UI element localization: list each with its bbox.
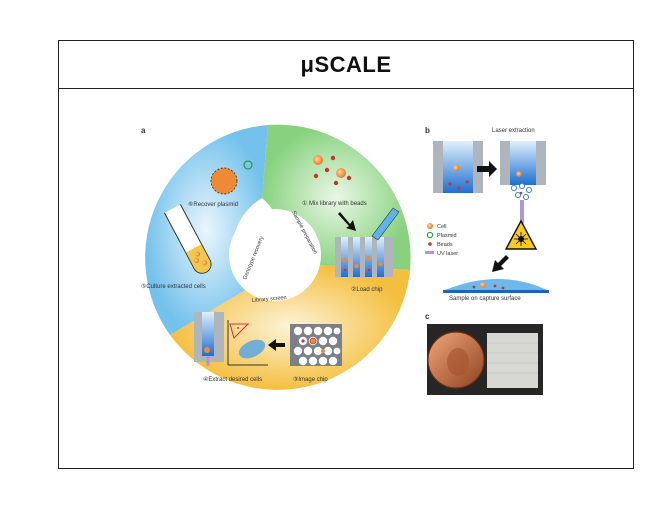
arrow-down-left	[492, 255, 509, 272]
legend-uv-swatch	[425, 251, 434, 254]
inner-hub	[229, 209, 321, 301]
step3-label: ③Image chip	[293, 376, 328, 383]
load-chip-graphic	[335, 207, 400, 277]
image-chip-graphic	[290, 324, 342, 366]
panel-b-letter: b	[425, 126, 430, 135]
legend: Cell Plasmid Beads UV laser	[425, 223, 458, 257]
legend-uv-laser: UV laser	[437, 251, 458, 257]
extract-channel-graphic	[194, 312, 224, 366]
chip-photo	[487, 333, 538, 388]
arrow-right	[477, 161, 497, 177]
channel-after	[500, 141, 546, 224]
laser-warning-icon	[504, 219, 538, 250]
laser-extraction-label: Laser extraction	[492, 128, 535, 134]
figure-title: μSCALE	[300, 51, 392, 77]
legend-plasmid: Plasmid	[437, 233, 457, 239]
legend-cell-swatch	[427, 223, 433, 229]
step1-label: ① Mix library with beads	[302, 200, 367, 207]
genotype-recovery-sector	[145, 125, 268, 335]
capture-surface-graphic	[443, 279, 549, 293]
mix-beads-graphic	[313, 155, 352, 186]
phase-library-screen: Library screen	[252, 295, 287, 304]
panel-c: c	[425, 312, 543, 395]
title-bar: μSCALE	[59, 41, 633, 89]
recover-plasmid-graphic	[210, 160, 253, 195]
legend-beads-swatch	[428, 242, 432, 246]
arrow-to-extract	[268, 339, 285, 351]
arrow-to-load-chip	[338, 212, 356, 231]
panel-a: a ⑥Recover plasmid ⑤Culture extracted ce…	[141, 124, 411, 390]
legend-cell: Cell	[437, 224, 446, 230]
step5-label: ⑤Culture extracted cells	[141, 283, 206, 290]
legend-beads: Beads	[437, 242, 453, 248]
step6-label: ⑥Recover plasmid	[188, 201, 238, 208]
legend-plasmid-swatch	[426, 231, 434, 239]
step4-label: ④Extract desired cells	[203, 376, 262, 383]
step2-label: ②Load chip	[351, 286, 383, 293]
panel-c-letter: c	[425, 312, 430, 321]
panel-a-letter: a	[141, 126, 146, 135]
scatter-plot-graphic	[227, 320, 268, 366]
panel-b: b Laser extraction	[425, 126, 549, 302]
channel-before	[433, 141, 483, 193]
culture-tube-graphic	[164, 204, 212, 274]
capture-surface-caption: Sample on capture surface	[449, 296, 521, 302]
